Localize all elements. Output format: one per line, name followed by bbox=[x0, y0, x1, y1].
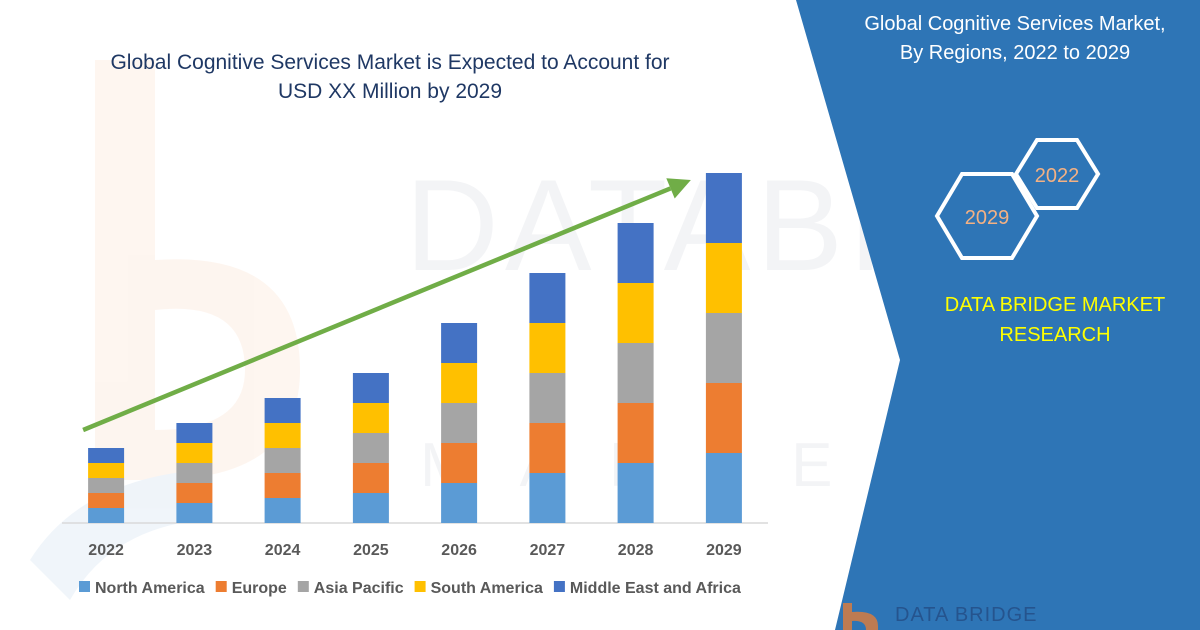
bar-2023-south-america bbox=[176, 443, 213, 463]
bar-2022-north-america bbox=[88, 508, 125, 523]
legend-swatch-europe bbox=[215, 581, 227, 592]
bar-2025-europe bbox=[352, 463, 389, 493]
panel-title: Global Cognitive Services Market, By Reg… bbox=[830, 10, 1200, 68]
bar-2028-south-america bbox=[617, 283, 654, 343]
x-tick-2022: 2022 bbox=[88, 542, 124, 559]
bar-2022-asia-pacific bbox=[88, 478, 125, 493]
legend-label-asia-pacific: Asia Pacific bbox=[314, 580, 404, 597]
x-tick-2024: 2024 bbox=[265, 542, 301, 559]
legend-swatch-asia-pacific bbox=[297, 581, 309, 592]
bar-2029-middle-east-and-africa bbox=[705, 173, 742, 243]
brand-name: DATA BRIDGE MARKET RESEARCH bbox=[925, 290, 1185, 350]
bar-2027-middle-east-and-africa bbox=[529, 273, 566, 323]
bar-2029-south-america bbox=[705, 243, 742, 313]
bar-2027-asia-pacific bbox=[529, 373, 566, 423]
chart-title-line-2: USD XX Million by 2029 bbox=[277, 80, 503, 103]
bar-2023-north-america bbox=[176, 503, 213, 523]
legend-label-north-america: North America bbox=[95, 580, 205, 597]
bar-2023-asia-pacific bbox=[176, 463, 213, 483]
bar-2027-europe bbox=[529, 423, 566, 473]
chart-title: Global Cognitive Services Market is Expe… bbox=[60, 48, 720, 106]
chart-title-line-1: Global Cognitive Services Market is Expe… bbox=[110, 51, 670, 74]
bar-2025-asia-pacific bbox=[352, 433, 389, 463]
bar-2026-europe bbox=[441, 443, 478, 483]
bar-2026-asia-pacific bbox=[441, 403, 478, 443]
growth-arrow-head bbox=[666, 178, 691, 199]
bar-2029-asia-pacific bbox=[705, 313, 742, 383]
legend: North America Europe Asia Pacific South Ame… bbox=[79, 580, 741, 597]
bar-2024-south-america bbox=[264, 423, 301, 448]
growth-arrow bbox=[82, 178, 691, 433]
bar-2028-north-america bbox=[617, 463, 654, 523]
bar-2029-europe bbox=[705, 383, 742, 453]
bar-2028-europe bbox=[617, 403, 654, 463]
bar-2024-asia-pacific bbox=[264, 448, 301, 473]
footer-brand: DATA BRIDGE bbox=[895, 604, 1038, 626]
x-tick-2026: 2026 bbox=[441, 542, 477, 559]
bar-2026-middle-east-and-africa bbox=[441, 323, 478, 363]
x-tick-2028: 2028 bbox=[618, 542, 654, 559]
bar-2024-north-america bbox=[264, 498, 301, 523]
growth-arrow-shaft bbox=[82, 186, 672, 433]
badge-2022-label: 2022 bbox=[1035, 165, 1080, 187]
legend-swatch-north-america bbox=[79, 581, 90, 592]
brand-line-1: DATA BRIDGE MARKET bbox=[944, 294, 1166, 316]
panel-title-line-2: By Regions, 2022 to 2029 bbox=[899, 42, 1131, 64]
bar-stacks bbox=[88, 173, 742, 523]
x-tick-2029: 2029 bbox=[706, 542, 742, 559]
bar-2022-south-america bbox=[88, 463, 125, 478]
bar-2029-north-america bbox=[705, 453, 742, 523]
badge-2029-hexagon bbox=[934, 172, 1040, 260]
badge-2029-label: 2029 bbox=[965, 207, 1010, 229]
bar-2027-south-america bbox=[529, 323, 566, 373]
legend-label-south-america: South America bbox=[431, 580, 543, 597]
legend-swatch-south-america bbox=[414, 581, 426, 592]
legend-label-middle-east-and-africa: Middle East and Africa bbox=[570, 580, 741, 597]
bar-2022-middle-east-and-africa bbox=[88, 448, 125, 463]
bar-2023-middle-east-and-africa bbox=[176, 423, 213, 443]
bar-2025-middle-east-and-africa bbox=[352, 373, 389, 403]
x-tick-labels: 2022 2023 2024 2025 2026 2027 2028 2029 bbox=[88, 542, 741, 559]
brand-line-2: RESEARCH bbox=[999, 324, 1111, 346]
watermark-logo bbox=[30, 60, 300, 600]
side-panel bbox=[796, 0, 1200, 630]
legend-swatch-middle-east-and-africa bbox=[553, 581, 565, 592]
bar-2027-north-america bbox=[529, 473, 566, 523]
footer-logo-icon bbox=[843, 603, 878, 630]
bar-2028-asia-pacific bbox=[617, 343, 654, 403]
badge-2022-hexagon bbox=[1013, 138, 1101, 210]
panel-title-line-1: Global Cognitive Services Market, bbox=[864, 13, 1166, 35]
bar-2026-south-america bbox=[441, 363, 478, 403]
bar-2024-europe bbox=[264, 473, 301, 498]
bar-2028-middle-east-and-africa bbox=[617, 223, 654, 283]
bar-2025-north-america bbox=[352, 493, 389, 523]
bar-2024-middle-east-and-africa bbox=[264, 398, 301, 423]
x-tick-2027: 2027 bbox=[530, 542, 566, 559]
bar-2023-europe bbox=[176, 483, 213, 503]
legend-label-europe: Europe bbox=[232, 580, 287, 597]
bar-2025-south-america bbox=[352, 403, 389, 433]
x-tick-2025: 2025 bbox=[353, 542, 389, 559]
bar-2022-europe bbox=[88, 493, 125, 508]
x-tick-2023: 2023 bbox=[177, 542, 213, 559]
bar-2026-north-america bbox=[441, 483, 478, 523]
